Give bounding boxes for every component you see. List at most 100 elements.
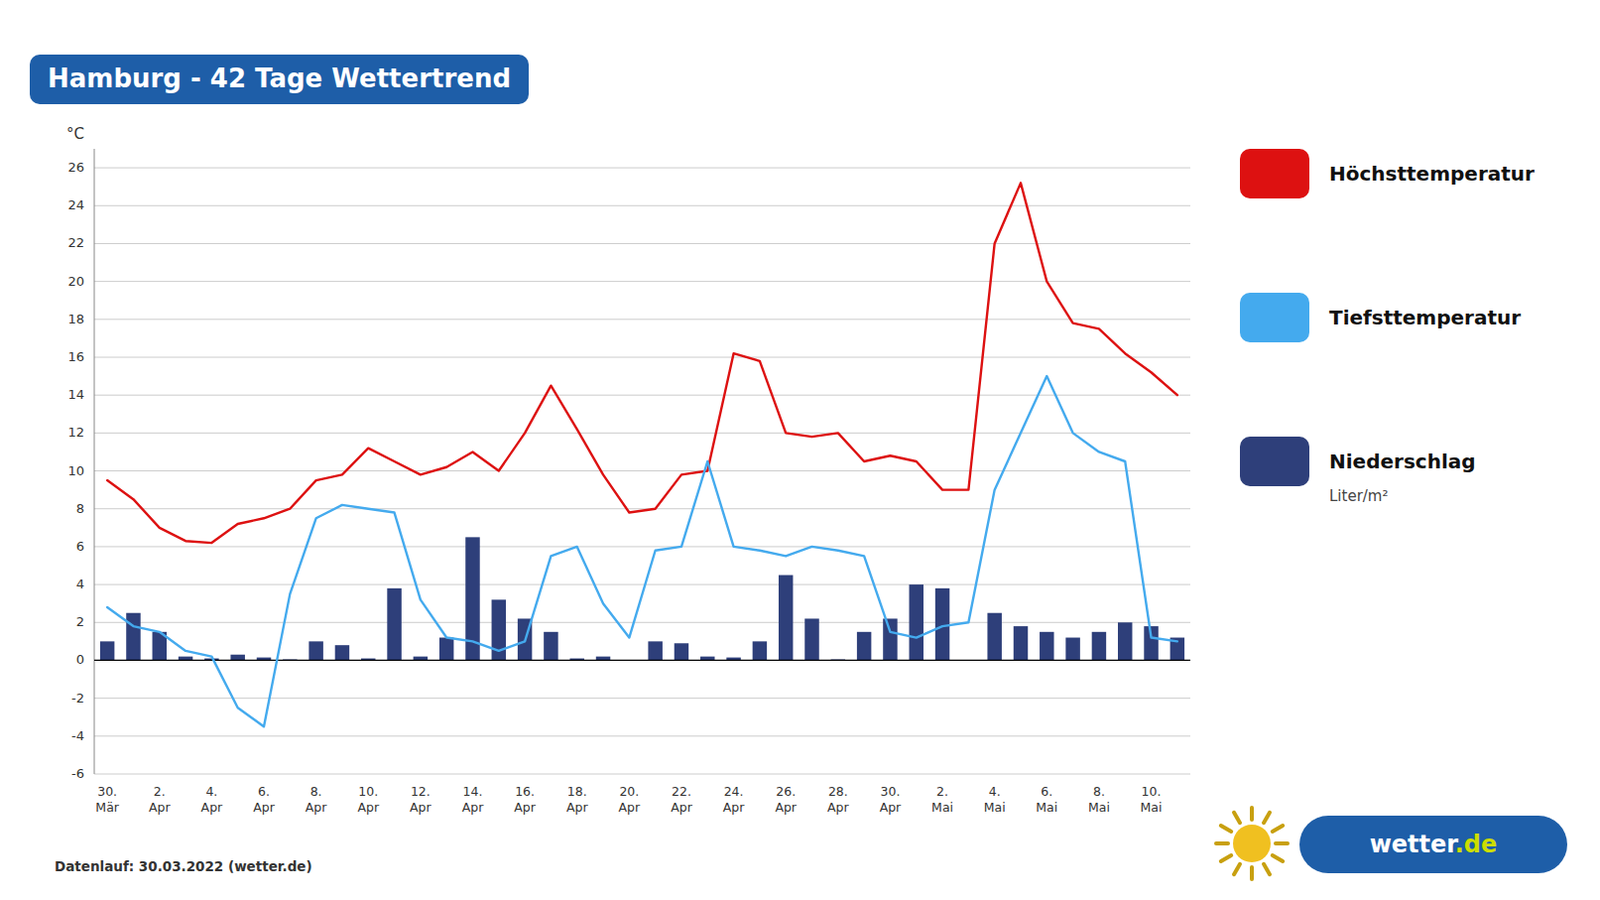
y-tick-label: 20 [67,273,85,289]
x-tick-line: Apr [879,799,902,815]
y-tick-label: 16 [67,349,85,365]
precip-bar [674,642,689,660]
x-tick-label: 14.Apr [462,783,485,815]
title: Hamburg - 42 Tage Wettertrend [47,63,511,94]
grid-line [94,357,1191,359]
zero-line [94,659,1191,661]
x-tick-label: 2.Mai [931,783,954,815]
x-tick-label: 30.Mär [95,783,120,815]
y-tick-label: 2 [76,614,85,629]
x-tick-label: 4.Apr [201,783,224,815]
x-tick-line: Mai [1035,799,1058,815]
x-tick-label: 10.Apr [357,783,379,815]
legend-label: Niederschlag [1329,449,1477,474]
sun-ray [1275,841,1288,846]
grid-line [94,545,1191,547]
x-tick-line: Mai [984,799,1006,815]
precip-bar [335,644,350,660]
sun-ray [1221,855,1231,862]
x-tick-line: Apr [618,799,641,815]
x-tick-label: 4.Mai [984,783,1006,815]
legend-swatch [1239,436,1310,487]
x-tick-label: 8.Apr [305,783,328,815]
x-tick-label: 22.Apr [670,783,693,815]
x-tick-line: 2. [936,783,949,799]
x-tick-line: Apr [723,799,745,815]
x-tick-line: 12. [410,783,431,799]
precip-bar [1117,621,1132,660]
grid-line [94,773,1191,775]
precip-bar [647,640,662,660]
background [0,0,1600,900]
x-tick-line: 2. [153,783,166,799]
x-tick-line: Apr [566,799,589,815]
precip-bar [1065,637,1080,661]
x-tick-line: Apr [357,799,379,815]
precip-bar [1039,631,1054,661]
precip-bar [543,631,558,661]
y-axis-line [94,148,96,774]
temp-line [107,182,1178,543]
x-tick-line: Apr [148,799,171,815]
x-tick-line: 6. [257,783,270,799]
x-tick-line: Mai [931,799,954,815]
footnote: Datenlauf: 30.03.2022 (wetter.de) [54,858,313,874]
x-tick-line: Apr [462,799,485,815]
x-tick-label: 28.Apr [827,783,850,815]
x-tick-line: 10. [1141,783,1162,799]
x-tick-line: 26. [775,783,796,799]
x-tick-label: 6.Mai [1035,783,1058,815]
y-tick-label: 12 [67,424,85,440]
x-tick-line: 8. [310,783,323,799]
x-tick-line: Apr [201,799,224,815]
legend-swatch [1239,292,1310,343]
sun-ray [1249,866,1254,879]
sun-ray [1216,841,1229,846]
x-tick-line: 20. [618,783,639,799]
grid-line [94,621,1191,623]
precip-bar [778,575,793,661]
x-tick-line: 16. [514,783,535,799]
grid-line [94,659,1191,661]
x-tick-label: 24.Apr [723,783,745,815]
x-tick-line: Apr [305,799,328,815]
x-tick-label: 18.Apr [566,783,589,815]
y-tick-label: -2 [71,690,85,706]
sun-ray [1263,812,1270,823]
sun [1232,824,1271,862]
x-tick-line: Mai [1140,799,1163,815]
x-axis: 30.Mär2.Apr4.Apr6.Apr8.Apr10.Apr12.Apr14… [95,783,1162,815]
y-tick-label: 22 [67,235,85,250]
logo-de: .de [1455,830,1498,859]
x-tick-label: 2.Apr [148,783,171,815]
precip-bar [986,613,1001,661]
logo-wetter: wetter [1369,830,1460,859]
precip-bar [230,654,245,661]
x-tick-line: Apr [252,799,275,815]
title-group: Hamburg - 42 Tage Wettertrend [29,54,529,105]
y-tick-label: -4 [71,728,85,743]
x-tick-label: 8.Mai [1088,783,1110,815]
x-tick-line: 8. [1093,783,1106,799]
grid-line [94,167,1191,169]
temp-line [107,375,1178,727]
y-tick-label: 10 [67,463,85,479]
precip-bar [386,588,401,661]
precip-bar [1013,625,1028,660]
x-tick-line: 28. [828,783,849,799]
precip-bar [909,584,924,660]
legend: HöchsttemperaturTiefsttemperaturNiedersc… [1239,148,1535,505]
x-tick-line: Mai [1088,799,1110,815]
precip-bar [308,640,323,660]
x-tick-line: Apr [409,799,432,815]
sun-ray [1272,825,1283,832]
y-tick-label: 18 [67,311,85,327]
precip-bar [100,640,115,660]
grid-line [94,470,1191,472]
title-box [29,54,529,105]
x-tick-line: 14. [463,783,484,799]
grid-line [94,507,1191,509]
x-tick-label: 16.Apr [513,783,536,815]
x-tick-line: 30. [97,783,118,799]
logo-text: wetter.de [1369,830,1498,859]
